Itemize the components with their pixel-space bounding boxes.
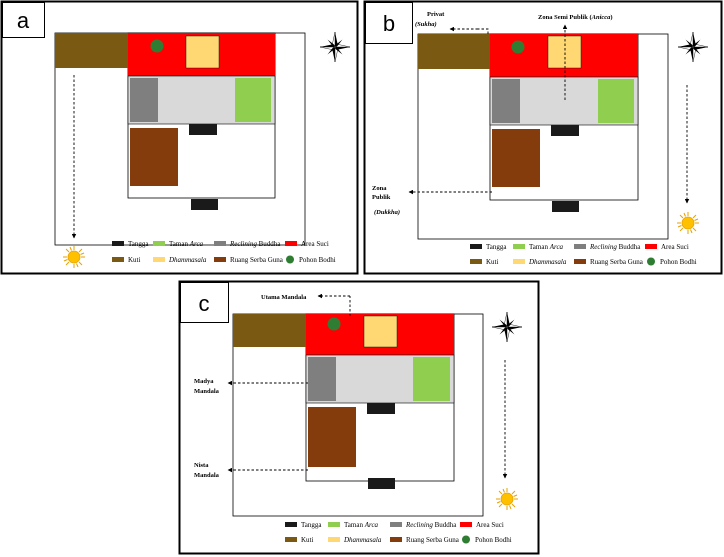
legend-taman-arca-label: Taman Arca: [344, 521, 379, 529]
legend-dhammasala-swatch: [153, 257, 165, 262]
legend-reclining-label: Reclining Buddha: [405, 521, 457, 529]
legend-pohon-label: Pohon Bodhi: [299, 256, 336, 264]
zone-nista-label: Nista Mandala: [194, 462, 220, 479]
legend-tangga-swatch: [285, 522, 297, 527]
reclining-buddha-block: [492, 79, 520, 123]
legend-taman-arca-swatch: [153, 241, 165, 246]
legend-ruang-label: Ruang Serba Guna: [406, 536, 460, 544]
sun-icon: [62, 245, 86, 269]
legend-reclining-swatch: [390, 522, 402, 527]
legend-area-suci-swatch: [460, 522, 472, 527]
legend-tangga-swatch: [470, 244, 482, 249]
panel-a-label: a: [17, 8, 30, 33]
legend-ruang-label: Ruang Serba Guna: [590, 258, 644, 266]
legend-tangga-label: Tangga: [301, 521, 322, 529]
dhammasala-block: [185, 35, 220, 69]
ruang-serba-guna-block: [308, 407, 356, 467]
legend-kuti-swatch: [470, 259, 482, 264]
legend-kuti-swatch: [112, 257, 124, 262]
legend-pohon-swatch: [286, 255, 294, 264]
zone-semi-publik-label: Zona Semi Publik (Anicca): [538, 14, 613, 21]
pohon-bodhi-marker: [150, 39, 164, 53]
legend-reclining-label: Reclining Buddha: [589, 243, 641, 251]
dhammasala-block: [363, 315, 398, 348]
legend-pohon-label: Pohon Bodhi: [660, 258, 697, 266]
legend-ruang-swatch: [214, 257, 226, 262]
ruang-serba-guna-block: [492, 129, 540, 187]
legend-taman-arca-label: Taman Arca: [529, 243, 564, 251]
legend-reclining-swatch: [574, 244, 586, 249]
legend-reclining-label: Reclining Buddha: [229, 240, 281, 248]
legend-area-suci-swatch: [285, 241, 297, 246]
panel-c: c Utama Mandala Madya Mandala Nista Mandal…: [178, 280, 540, 555]
tangga-marker: [368, 478, 395, 489]
zone-madya-label: Madya Mandala: [194, 378, 220, 395]
tangga-marker: [367, 403, 395, 414]
reclining-buddha-block: [308, 357, 336, 401]
kuti-block: [55, 33, 128, 68]
legend: Tangga Taman Arca Reclining Buddha Area …: [285, 521, 512, 544]
taman-arca-block: [598, 79, 634, 123]
panel-b: b Privat (Sukha) Zona Semi Publik (Anicca…: [363, 0, 723, 275]
legend-reclining-swatch: [214, 241, 226, 246]
tangga-marker: [552, 201, 579, 212]
panel-c-label: c: [199, 291, 210, 316]
legend-pohon-label: Pohon Bodhi: [475, 536, 512, 544]
legend-kuti-label: Kuti: [128, 256, 141, 264]
legend-taman-arca-label: Taman Arca: [169, 240, 204, 248]
dhammasala-block: [547, 35, 582, 69]
legend-taman-arca-swatch: [328, 522, 340, 527]
legend-area-suci-label: Area Suci: [661, 243, 689, 251]
legend-dhammasala-swatch: [328, 537, 340, 542]
legend: Tangga Taman Arca Reclining Buddha Area …: [112, 240, 336, 264]
kuti-block: [233, 314, 306, 347]
panel-a: a Tangga Taman Arca Reclining Buddha Are…: [0, 0, 359, 275]
zone-privat-label: Privat (Sukha): [415, 11, 445, 28]
sun-icon: [676, 211, 700, 235]
panel-b-label: b: [383, 11, 395, 36]
legend-kuti-label: Kuti: [486, 258, 499, 266]
legend-area-suci-swatch: [645, 244, 657, 249]
legend-area-suci-label: Area Suci: [301, 240, 329, 248]
tangga-marker: [189, 124, 217, 135]
legend-dhammasala-label: Dhammasala: [528, 258, 567, 266]
zone-utama-label: Utama Mandala: [261, 294, 307, 301]
taman-arca-block: [235, 78, 271, 122]
zone-publik-label: Zona Publik (Dukkha): [372, 185, 400, 216]
ruang-serba-guna-block: [130, 128, 178, 186]
kuti-block: [418, 34, 490, 69]
legend-ruang-swatch: [390, 537, 402, 542]
panel-c-label-box: [180, 282, 229, 323]
pohon-bodhi-marker: [511, 40, 525, 54]
legend-tangga-label: Tangga: [486, 243, 507, 251]
legend-kuti-label: Kuti: [301, 536, 314, 544]
legend-dhammasala-label: Dhammasala: [343, 536, 382, 544]
legend-pohon-swatch: [647, 257, 655, 266]
sun-icon: [495, 487, 519, 511]
legend-pohon-swatch: [462, 535, 470, 544]
legend-taman-arca-swatch: [513, 244, 525, 249]
legend-dhammasala-swatch: [513, 259, 525, 264]
legend-tangga-label: Tangga: [128, 240, 149, 248]
reclining-buddha-block: [130, 78, 158, 122]
tangga-marker: [191, 199, 218, 210]
legend-ruang-swatch: [574, 259, 586, 264]
panel-a-label-box: [2, 2, 45, 38]
panel-b-label-box: [365, 2, 413, 44]
legend-tangga-swatch: [112, 241, 124, 246]
taman-arca-block: [413, 357, 450, 401]
legend: Tangga Taman Arca Reclining Buddha Area …: [470, 243, 697, 266]
legend-ruang-label: Ruang Serba Guna: [230, 256, 284, 264]
tangga-marker: [551, 125, 579, 136]
legend-dhammasala-label: Dhammasala: [168, 256, 207, 264]
pohon-bodhi-marker: [327, 317, 341, 331]
zone-privat-connector: [478, 28, 489, 34]
legend-area-suci-label: Area Suci: [476, 521, 504, 529]
legend-kuti-swatch: [285, 537, 297, 542]
